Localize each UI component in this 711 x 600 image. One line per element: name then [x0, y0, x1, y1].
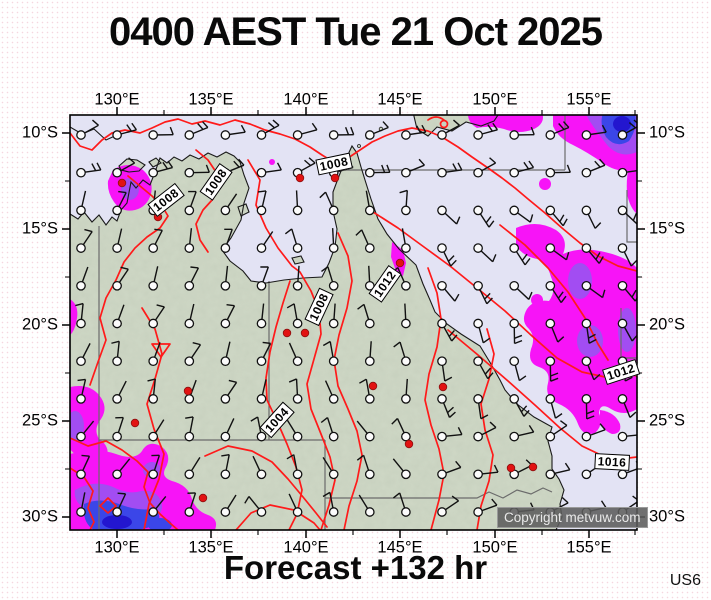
lat-label-right-20s: 20°S: [649, 315, 685, 334]
lat-label-right-25s: 25°S: [649, 411, 685, 430]
chart-title: 0400 AEST Tue 21 Oct 2025: [108, 10, 603, 54]
lat-label-right-10s: 10°S: [649, 123, 685, 142]
lon-label-top-135e: 135°E: [188, 90, 234, 109]
lon-label-bottom-145e: 145°E: [377, 538, 423, 557]
lat-label-right-15s: 15°S: [649, 219, 685, 238]
forecast-hour-label: Forecast +132 hr: [223, 549, 488, 586]
lon-label-top-130e: 130°E: [94, 90, 140, 109]
lon-label-bottom-150e: 150°E: [472, 538, 518, 557]
lon-label-top-155e: 155°E: [566, 90, 612, 109]
lon-label-top-145e: 145°E: [377, 90, 423, 109]
lat-label-left-15s: 15°S: [22, 219, 58, 238]
station-dots: [117, 173, 538, 503]
copyright-watermark: Copyright metvuw.com: [497, 507, 648, 528]
lat-label-left-10s: 10°S: [22, 123, 58, 142]
lon-label-top-140e: 140°E: [283, 90, 329, 109]
lon-label-bottom-140e: 140°E: [283, 538, 329, 557]
lon-label-bottom-155e: 155°E: [566, 538, 612, 557]
lat-label-right-30s: 30°S: [649, 507, 685, 526]
lat-label-left-20s: 20°S: [22, 315, 58, 334]
lat-label-left-30s: 30°S: [22, 507, 58, 526]
lon-label-top-150e: 150°E: [472, 90, 518, 109]
wind-barbs: [75, 119, 637, 517]
isobar-label-1016: 1016: [594, 453, 630, 471]
model-run-label: US6: [669, 572, 701, 589]
map-frame: [62, 107, 645, 538]
lon-label-bottom-135e: 135°E: [188, 538, 234, 557]
lon-label-bottom-130e: 130°E: [94, 538, 140, 557]
lat-label-left-25s: 25°S: [22, 411, 58, 430]
